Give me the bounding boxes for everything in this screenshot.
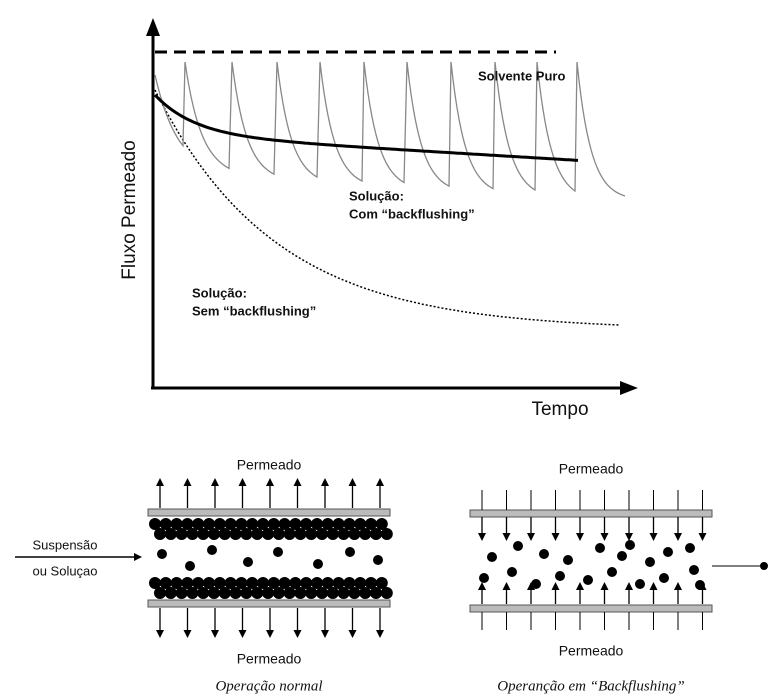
particle — [617, 551, 627, 561]
particle — [154, 587, 166, 599]
particle — [240, 587, 252, 599]
particle — [513, 541, 523, 551]
particle — [370, 528, 382, 540]
particle — [262, 587, 274, 599]
particle — [273, 587, 285, 599]
y-axis-arrow — [146, 18, 160, 36]
particle — [539, 549, 549, 559]
membrane — [470, 510, 712, 517]
particle — [284, 528, 296, 540]
particle — [359, 587, 371, 599]
particle — [186, 587, 198, 599]
particle — [230, 587, 242, 599]
particle — [338, 587, 350, 599]
particle — [313, 559, 323, 569]
particle — [487, 552, 497, 562]
particle — [219, 587, 231, 599]
membrane — [148, 509, 390, 516]
permeate-label: Permeado — [559, 461, 624, 477]
particle — [273, 547, 283, 557]
particle — [176, 528, 188, 540]
diagram: Fluxo Permeado Tempo Solvente Puro Soluç… — [0, 0, 771, 697]
particle — [197, 528, 209, 540]
particle — [689, 565, 699, 575]
particle — [338, 528, 350, 540]
particle — [595, 543, 605, 553]
outlet-arrow-head — [760, 562, 768, 570]
particle — [607, 567, 617, 577]
membrane — [470, 605, 712, 612]
particle — [381, 587, 393, 599]
particle — [240, 528, 252, 540]
with-bf-label: Com “backflushing” — [349, 206, 475, 221]
particle — [154, 528, 166, 540]
particle — [305, 587, 317, 599]
particle — [635, 579, 645, 589]
particle — [348, 528, 360, 540]
particle — [507, 567, 517, 577]
particle — [165, 587, 177, 599]
particle — [251, 528, 263, 540]
particle — [583, 575, 593, 585]
permeate-label: Permeado — [237, 457, 302, 473]
particle — [157, 549, 167, 559]
particle — [625, 540, 635, 550]
particle — [327, 528, 339, 540]
particle — [305, 528, 317, 540]
particle — [294, 528, 306, 540]
particle — [345, 547, 355, 557]
without-bf-label: Solução: — [192, 285, 247, 300]
particle — [695, 580, 705, 590]
particle — [555, 571, 565, 581]
backflush-trend — [155, 95, 578, 160]
particle — [185, 561, 195, 571]
membrane — [148, 600, 390, 607]
particle — [381, 528, 393, 540]
particle — [685, 543, 695, 553]
particle — [359, 528, 371, 540]
y-label: Fluxo Permeado — [119, 140, 140, 279]
particle — [284, 587, 296, 599]
particle — [663, 547, 673, 557]
particle — [207, 545, 217, 555]
particle — [373, 555, 383, 565]
x-axis-arrow — [620, 381, 638, 395]
particle — [316, 587, 328, 599]
particle — [243, 557, 253, 567]
particle — [208, 587, 220, 599]
particle — [370, 587, 382, 599]
particle — [197, 587, 209, 599]
particle — [316, 528, 328, 540]
inlet-label: Suspensão — [32, 537, 97, 552]
particle — [273, 528, 285, 540]
particle — [659, 573, 669, 583]
pure-solvent-label: Solvente Puro — [478, 68, 565, 83]
without-bf-label: Sem “backflushing” — [192, 303, 316, 318]
particle — [531, 579, 541, 589]
particle — [165, 528, 177, 540]
with-bf-label: Solução: — [349, 188, 404, 203]
particle — [348, 587, 360, 599]
particle — [176, 587, 188, 599]
permeate-label: Permeado — [559, 643, 624, 659]
particle — [262, 528, 274, 540]
particle — [251, 587, 263, 599]
x-label: Tempo — [531, 399, 588, 420]
caption: Operanção em “Backflushing” — [497, 678, 684, 694]
particle — [563, 555, 573, 565]
permeate-label: Permeado — [237, 651, 302, 667]
particle — [208, 528, 220, 540]
particle — [479, 573, 489, 583]
caption: Operação normal — [215, 678, 322, 694]
inlet-label: ou Soluçao — [32, 563, 97, 578]
particle — [645, 557, 655, 567]
particle — [186, 528, 198, 540]
particle — [327, 587, 339, 599]
particle — [219, 528, 231, 540]
particle — [230, 528, 242, 540]
particle — [294, 587, 306, 599]
